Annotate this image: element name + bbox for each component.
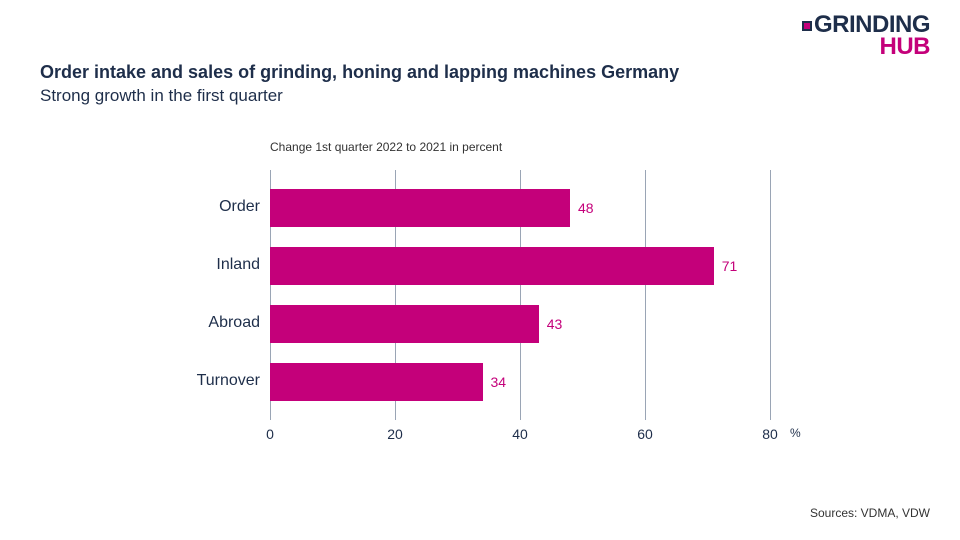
category-label: Inland bbox=[170, 256, 260, 274]
page-subtitle: Strong growth in the first quarter bbox=[40, 86, 283, 106]
bar-row: 71 bbox=[270, 247, 737, 285]
chart-container: Change 1st quarter 2022 to 2021 in perce… bbox=[190, 140, 830, 460]
x-axis-unit: % bbox=[790, 426, 801, 440]
category-label: Order bbox=[170, 198, 260, 216]
sources-text: Sources: VDMA, VDW bbox=[810, 506, 930, 520]
gridline bbox=[770, 170, 771, 420]
category-label: Turnover bbox=[170, 372, 260, 390]
x-tick-label: 0 bbox=[266, 426, 274, 442]
logo-square-icon bbox=[802, 21, 812, 31]
page-title: Order intake and sales of grinding, honi… bbox=[40, 62, 679, 83]
bar bbox=[270, 363, 483, 401]
bar-value-label: 43 bbox=[547, 316, 563, 332]
bar-value-label: 34 bbox=[491, 374, 507, 390]
brand-logo: GRINDING HUB bbox=[802, 14, 930, 57]
bar bbox=[270, 189, 570, 227]
chart-plot: 020406080%Order48Inland71Abroad43Turnove… bbox=[270, 170, 770, 420]
category-label: Abroad bbox=[170, 314, 260, 332]
bar bbox=[270, 305, 539, 343]
bar-value-label: 48 bbox=[578, 200, 594, 216]
bar bbox=[270, 247, 714, 285]
x-tick-label: 40 bbox=[512, 426, 528, 442]
bar-row: 43 bbox=[270, 305, 562, 343]
x-tick-label: 80 bbox=[762, 426, 778, 442]
x-tick-label: 20 bbox=[387, 426, 403, 442]
logo-word-2: HUB bbox=[802, 36, 930, 58]
bar-row: 34 bbox=[270, 363, 506, 401]
chart-title: Change 1st quarter 2022 to 2021 in perce… bbox=[270, 140, 830, 154]
bar-row: 48 bbox=[270, 189, 594, 227]
bar-value-label: 71 bbox=[722, 258, 738, 274]
x-tick-label: 60 bbox=[637, 426, 653, 442]
gridline bbox=[645, 170, 646, 420]
